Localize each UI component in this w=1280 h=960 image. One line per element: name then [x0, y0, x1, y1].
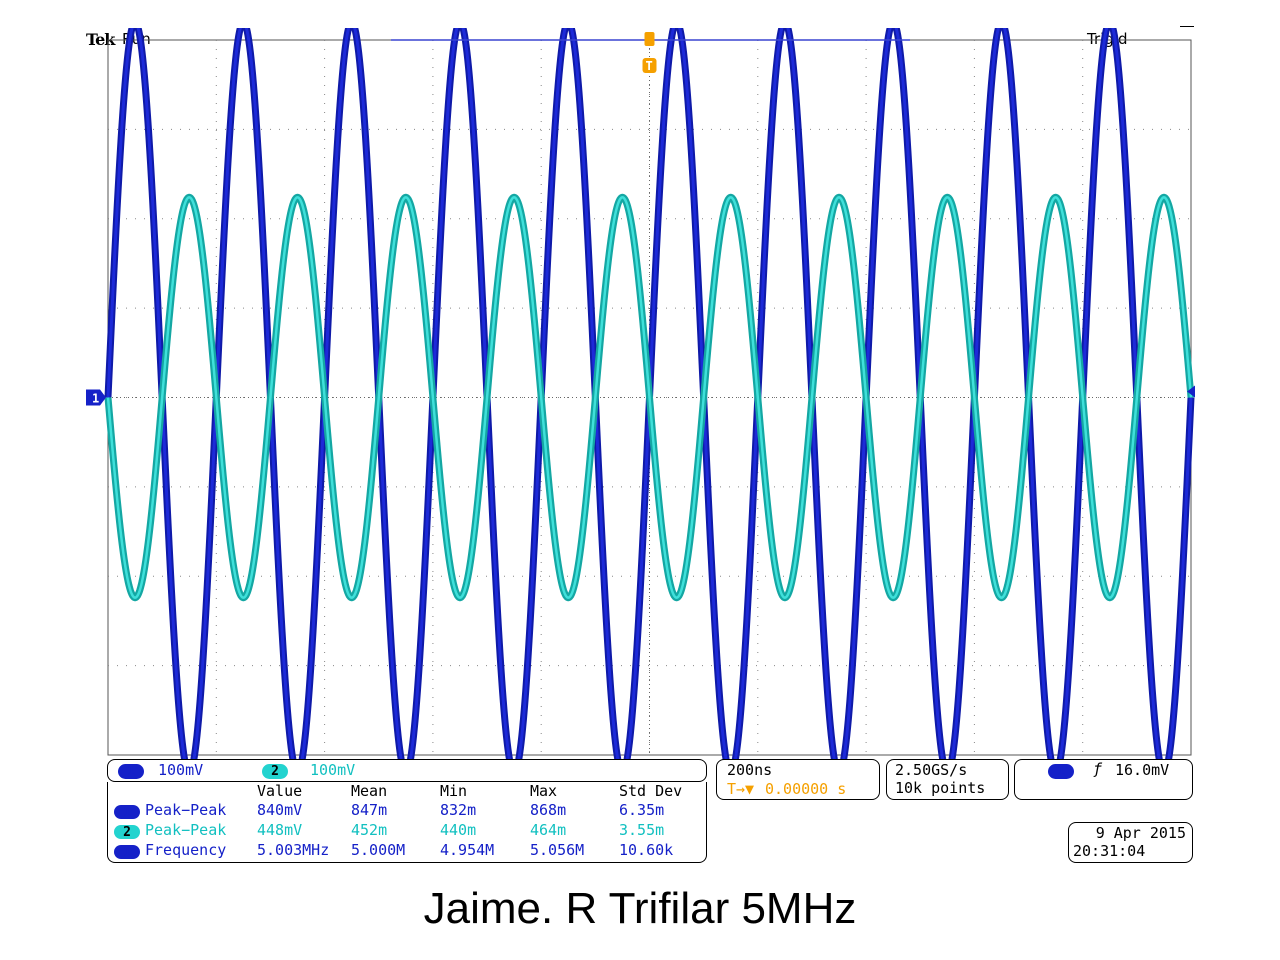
row2-channel-badge: 2 [114, 822, 140, 840]
measurements-panel: Value Mean Min Max Std Dev 1 Peak−Peak 8… [107, 782, 707, 863]
ch2-badge[interactable]: 2 [262, 762, 288, 780]
row3-mean: 5.000M [351, 841, 406, 859]
col-header-value: Value [257, 782, 303, 800]
col-header-min: Min [440, 782, 468, 800]
timebase-position: 0.00000 s [765, 780, 847, 798]
row1-min: 832m [440, 801, 477, 819]
row2-mean: 452m [351, 821, 388, 839]
timebase-position-icon: T→▼ [727, 780, 755, 798]
row1-channel-badge: 1 [114, 802, 140, 820]
time: 20:31:04 [1073, 842, 1146, 860]
caption: Jaime. R Trifilar 5MHz [423, 884, 857, 933]
row1-stddev: 6.35m [619, 801, 665, 819]
waveform-display: 1T [86, 28, 1195, 763]
ch1-badge[interactable]: 1 [118, 762, 144, 780]
row1-max: 868m [530, 801, 567, 819]
row2-min: 440m [440, 821, 477, 839]
svg-text:T: T [646, 59, 653, 73]
sample-rate: 2.50GS/s [895, 761, 968, 779]
timebase-box[interactable]: 200ns T→▼ 0.00000 s [716, 759, 880, 800]
date: 9 Apr 2015 [1095, 824, 1186, 842]
col-header-mean: Mean [351, 782, 388, 800]
timebase-scale: 200ns [727, 761, 773, 779]
row1-value: 840mV [257, 801, 303, 819]
menu-off-indicator [1180, 26, 1194, 27]
channel-scale-bar[interactable]: 1 100mV 2 100mV [107, 759, 707, 782]
row2-max: 464m [530, 821, 567, 839]
row2-name: Peak−Peak [145, 821, 227, 839]
display-markers: 1T [86, 32, 1195, 406]
ch1-scale: 100mV [158, 761, 204, 779]
row3-min: 4.954M [440, 841, 495, 859]
row2-value: 448mV [257, 821, 303, 839]
row3-value: 5.003MHz [257, 841, 330, 859]
row3-channel-badge: 1 [114, 842, 140, 860]
row1-name: Peak−Peak [145, 801, 227, 819]
trigger-source-badge: 1 [1048, 762, 1074, 780]
record-length: 10k points [895, 779, 986, 797]
ch2-trace-core [106, 196, 1193, 599]
trigger-box[interactable]: 1 ƒ 16.0mV [1014, 759, 1193, 800]
waveform-traces [104, 28, 1195, 763]
ch1-ground-marker: 1 [86, 389, 106, 406]
trigger-level-marker [1187, 385, 1195, 398]
trigger-level: 16.0mV [1115, 761, 1170, 779]
rising-edge-icon: ƒ [1093, 760, 1103, 778]
row3-stddev: 10.60k [619, 841, 674, 859]
row3-name: Frequency [145, 841, 227, 859]
col-header-max: Max [530, 782, 558, 800]
ch2-scale: 100mV [310, 761, 356, 779]
datetime-box: 9 Apr 2015 20:31:04 [1068, 822, 1193, 863]
acquisition-box[interactable]: 2.50GS/s 10k points [886, 759, 1009, 800]
row1-mean: 847m [351, 801, 388, 819]
row3-max: 5.056M [530, 841, 585, 859]
svg-text:1: 1 [92, 392, 99, 406]
row2-stddev: 3.55m [619, 821, 665, 839]
col-header-stddev: Std Dev [619, 782, 683, 800]
trigger-position-marker: T [642, 32, 657, 73]
